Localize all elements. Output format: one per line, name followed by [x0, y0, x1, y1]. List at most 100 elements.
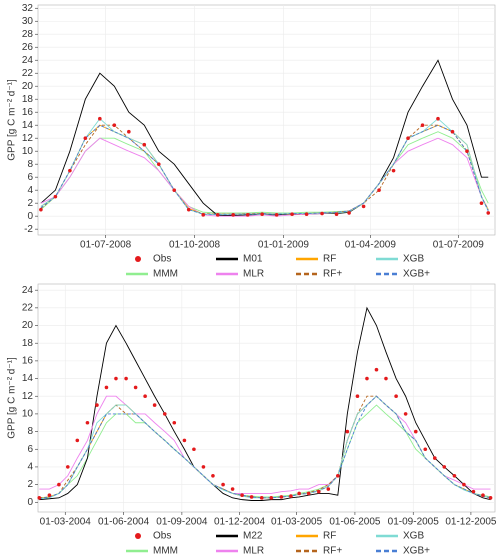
legend-label: RF+: [323, 546, 342, 557]
obs-point: [114, 376, 118, 381]
legend-symbol: [135, 256, 141, 262]
legend-label: Obs: [153, 254, 171, 265]
obs-point: [306, 491, 311, 496]
obs-point: [274, 213, 279, 217]
legend-label: XGB: [403, 531, 424, 542]
obs-point: [334, 212, 339, 217]
plot-background: [37, 283, 496, 513]
series-line: [39, 306, 491, 501]
legend-label: RF: [323, 531, 336, 542]
obs-point: [290, 212, 294, 217]
y-tick-label: 28: [22, 29, 34, 40]
x-tick-label: 01-04-2009: [345, 240, 397, 251]
y-tick-label: 0: [27, 211, 33, 222]
obs-point: [211, 473, 215, 478]
x-tick-label: 01-10-2008: [169, 240, 221, 251]
obs-point: [142, 142, 147, 147]
y-tick-label: 0: [27, 497, 33, 508]
y-tick-label: 32: [22, 3, 34, 14]
obs-point: [479, 201, 484, 205]
y-tick-label: 14: [22, 120, 34, 131]
obs-point: [289, 494, 293, 498]
obs-point: [47, 493, 52, 498]
x-tick-label: 01-06-2005: [329, 517, 381, 528]
y-tick-label: 16: [22, 107, 34, 118]
obs-point: [259, 496, 264, 500]
series-line: [39, 404, 491, 499]
obs-point: [65, 465, 70, 469]
series-line: [40, 131, 489, 214]
legend-label: MLR: [243, 546, 264, 557]
y-tick-label: 22: [22, 303, 34, 314]
series-line: [40, 137, 489, 217]
obs-point: [95, 403, 99, 407]
y-tick-label: 20: [22, 320, 34, 331]
obs-point: [201, 465, 206, 469]
y-tick-label: 26: [22, 42, 34, 53]
obs-point: [231, 213, 235, 217]
obs-point: [192, 447, 196, 452]
obs-point: [420, 123, 425, 127]
obs-point: [320, 211, 324, 216]
obs-point: [215, 213, 220, 217]
obs-point: [127, 129, 131, 134]
x-tick-label: 01-07-2009: [433, 240, 485, 251]
x-tick-label: 01-12-2004: [214, 517, 266, 528]
obs-point: [384, 376, 388, 381]
y-tick-label: 4: [27, 462, 33, 473]
obs-point: [53, 194, 58, 199]
obs-point: [462, 482, 466, 487]
y-tick-label: 6: [27, 444, 33, 455]
series-line: [40, 59, 489, 216]
y-tick-label: 2: [27, 198, 33, 209]
legend-label: MLR: [243, 269, 264, 280]
obs-point: [471, 489, 476, 494]
x-tick-label: 01-01-2009: [258, 240, 310, 251]
legend-label: XGB: [403, 254, 424, 265]
obs-point: [345, 429, 350, 434]
x-tick-label: 01-09-2005: [388, 517, 440, 528]
y-tick-label: 18: [22, 94, 34, 105]
series-line: [39, 395, 491, 500]
obs-point: [37, 496, 42, 500]
legend-label: XGB+: [403, 546, 430, 557]
obs-point: [156, 162, 161, 166]
obs-point: [336, 473, 340, 478]
obs-point: [432, 456, 437, 460]
obs-point: [221, 482, 225, 487]
x-tick-label: 01-03-2004: [40, 517, 92, 528]
obs-point: [85, 420, 90, 425]
y-tick-label: 22: [22, 68, 34, 79]
obs-point: [143, 394, 147, 399]
obs-point: [406, 136, 410, 140]
plot-background: [37, 4, 496, 236]
obs-point: [39, 207, 43, 212]
obs-point: [413, 429, 418, 434]
y-tick-label: 10: [22, 409, 34, 420]
legend-label: Obs: [153, 531, 171, 542]
legend-label: RF: [323, 254, 336, 265]
y-axis-label: GPP [g C m⁻² d⁻¹]: [7, 357, 18, 439]
series-line: [40, 124, 489, 215]
obs-point: [304, 212, 309, 217]
y-tick-label: 12: [22, 391, 34, 402]
obs-point: [486, 211, 491, 215]
y-tick-label: 14: [22, 373, 34, 384]
y-tick-label: 16: [22, 356, 34, 367]
obs-point: [374, 367, 379, 372]
legend-label: RF+: [323, 269, 342, 280]
obs-point: [465, 149, 469, 153]
obs-point: [230, 487, 235, 491]
obs-point: [260, 212, 264, 217]
obs-point: [240, 493, 244, 498]
obs-point: [186, 207, 191, 212]
obs-point: [365, 376, 369, 381]
x-tick-label: 01-06-2004: [98, 517, 150, 528]
y-tick-label: 18: [22, 338, 34, 349]
obs-point: [452, 473, 457, 478]
obs-point: [83, 136, 88, 140]
obs-point: [75, 438, 80, 443]
obs-point: [172, 420, 177, 425]
obs-point: [279, 495, 284, 499]
